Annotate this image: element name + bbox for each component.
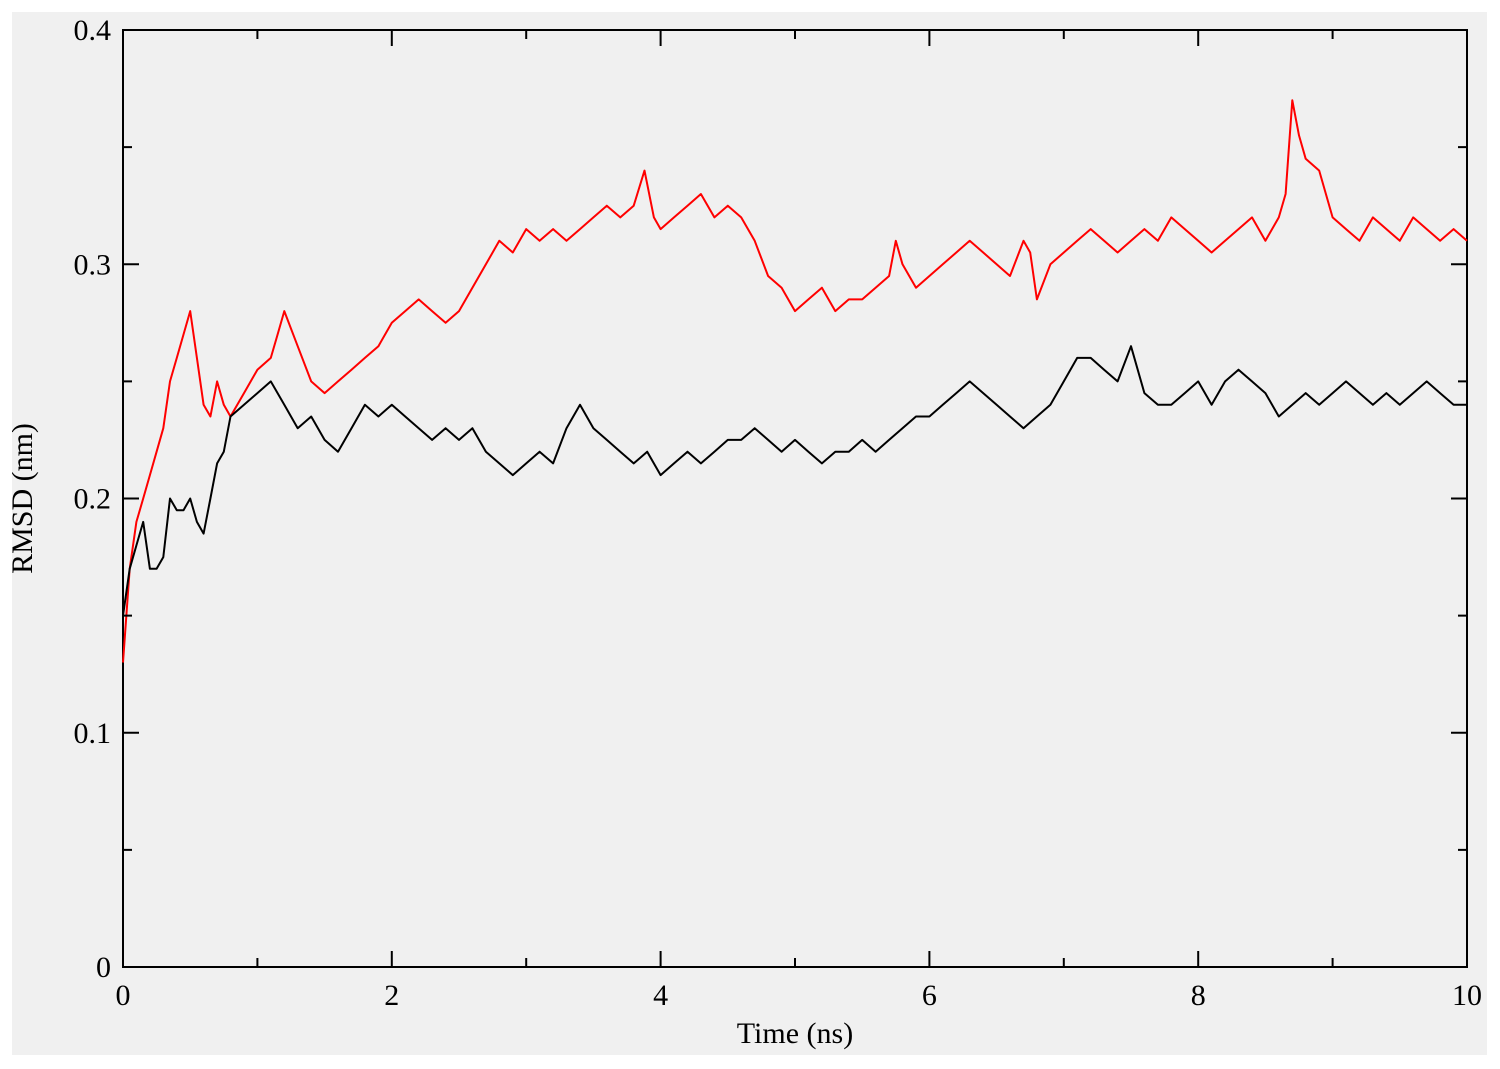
- series-line-0: [122, 99, 1468, 663]
- series-line-1: [122, 345, 1467, 616]
- plot-border: [122, 29, 1468, 968]
- x-tick-label: 8: [1191, 979, 1206, 1012]
- x-tick-label: 6: [922, 979, 937, 1012]
- y-tick-label: 0.2: [74, 483, 112, 516]
- y-axis-label: RMSD (nm): [12, 423, 39, 574]
- y-tick-label: 0: [96, 951, 111, 984]
- x-tick-label: 0: [116, 979, 131, 1012]
- chart-panel: 0 2 4 6 8 10 0 0.1 0.2 0.3 0.4 Time (ns) RMSD (nm): [12, 12, 1487, 1055]
- y-tick-label: 0.3: [74, 248, 112, 281]
- rmsd-chart: 0 2 4 6 8 10 0 0.1 0.2 0.3 0.4 Time (ns) RMSD (nm): [12, 14, 1483, 1050]
- ticks-layer: 0 2 4 6 8 10 0 0.1 0.2 0.3 0.4: [74, 14, 1483, 1012]
- x-axis-label: Time (ns): [737, 1017, 853, 1050]
- y-tick-label: 0.4: [74, 14, 112, 47]
- x-tick-label: 4: [653, 979, 668, 1012]
- series-layer: [122, 99, 1468, 663]
- x-tick-label: 10: [1452, 979, 1482, 1012]
- plot-frame: [122, 29, 1468, 968]
- y-tick-label: 0.1: [74, 717, 112, 750]
- x-tick-label: 2: [384, 979, 399, 1012]
